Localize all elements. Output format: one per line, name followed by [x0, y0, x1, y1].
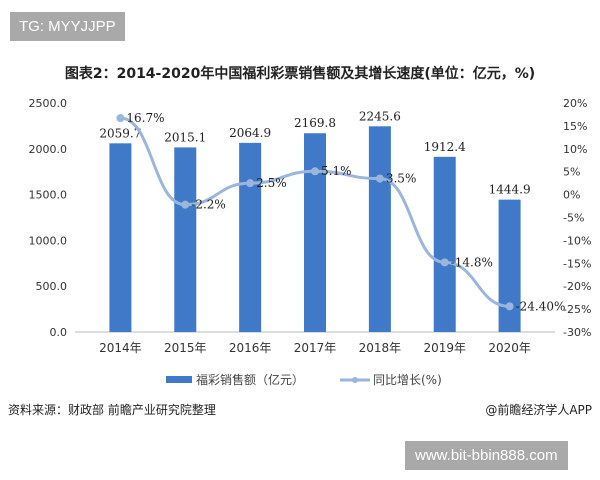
growth-point: [440, 258, 449, 267]
y-tick-label: 2000.0: [29, 143, 68, 156]
watermark-label: www.bit-bbin888.com: [405, 441, 568, 470]
chart: 0.0 500.0 1000.0 1500.0 2000.0 2500.0 -30% -25%…: [29, 97, 592, 387]
growth-value-label: -24.40%: [516, 299, 566, 313]
growth-point: [375, 174, 384, 183]
y-tick-label: 500.0: [36, 280, 68, 293]
growth-point: [246, 179, 255, 188]
growth-value-label: 2.5%: [256, 176, 287, 190]
bar: [239, 142, 262, 332]
legend-bar-label: 福彩销售额（亿元）: [196, 372, 304, 387]
y2-tick-label: 15%: [563, 120, 587, 133]
growth-point: [181, 200, 190, 209]
y-tick-label: 1000.0: [29, 234, 68, 247]
legend-line-label: 同比增长(%): [373, 373, 442, 387]
bar-value-label: 2064.9: [229, 126, 271, 140]
bar-value-label: 2059.7: [99, 126, 141, 140]
y-tick-label: 0.0: [50, 326, 68, 339]
y2-tick-label: -5%: [563, 212, 584, 225]
bar: [368, 126, 391, 332]
bar: [498, 199, 521, 332]
x-tick-label: 2019年: [423, 341, 466, 355]
x-tick-label: 2016年: [229, 341, 272, 355]
tag-label: TG: MYYJJPP: [10, 12, 125, 41]
bar-value-label: 1444.9: [489, 183, 531, 197]
growth-point: [311, 167, 319, 176]
source-note: 资料来源：财政部 前瞻产业研究院整理: [8, 403, 216, 417]
bar-value-label: 1912.4: [424, 140, 466, 154]
bar-value-label: 2015.1: [164, 130, 206, 144]
x-tick-label: 2020年: [488, 341, 531, 355]
brand-label: @前瞻经济学人APP: [485, 403, 592, 417]
bar: [174, 147, 197, 332]
growth-point: [116, 114, 125, 123]
growth-value-label: 16.7%: [126, 111, 164, 125]
bar: [109, 143, 132, 332]
growth-point: [505, 302, 514, 311]
bar-value-label: 2169.8: [294, 116, 336, 130]
y-tick-label: 2500.0: [29, 97, 68, 110]
growth-value-label: -2.2%: [191, 198, 226, 212]
legend-bar-swatch: [166, 376, 192, 383]
x-tick-label: 2014年: [99, 341, 142, 355]
y2-tick-label: -30%: [563, 326, 591, 339]
y-tick-label: 1500.0: [29, 189, 68, 202]
y2-tick-label: 5%: [563, 166, 580, 179]
x-tick-label: 2015年: [164, 341, 207, 355]
y2-tick-label: 10%: [563, 143, 587, 156]
bar-value-label: 2245.6: [359, 109, 401, 123]
x-tick-label: 2018年: [359, 341, 402, 355]
chart-title: 图表2：2014-2020年中国福利彩票销售额及其增长速度(单位：亿元，%): [64, 66, 536, 82]
growth-value-label: 3.5%: [386, 172, 417, 186]
y2-tick-label: -20%: [563, 280, 591, 293]
y2-tick-label: -25%: [563, 303, 591, 316]
legend-line-marker: [352, 377, 358, 383]
bar: [304, 133, 326, 332]
y2-tick-label: 0%: [563, 189, 580, 202]
y2-tick-label: -10%: [563, 234, 591, 247]
bar: [433, 156, 456, 332]
y2-tick-label: 20%: [563, 97, 587, 110]
x-tick-label: 2017年: [294, 341, 337, 355]
y2-tick-label: -15%: [563, 257, 591, 270]
growth-value-label: -14.8%: [451, 255, 493, 269]
growth-value-label: 5.1%: [321, 164, 352, 178]
